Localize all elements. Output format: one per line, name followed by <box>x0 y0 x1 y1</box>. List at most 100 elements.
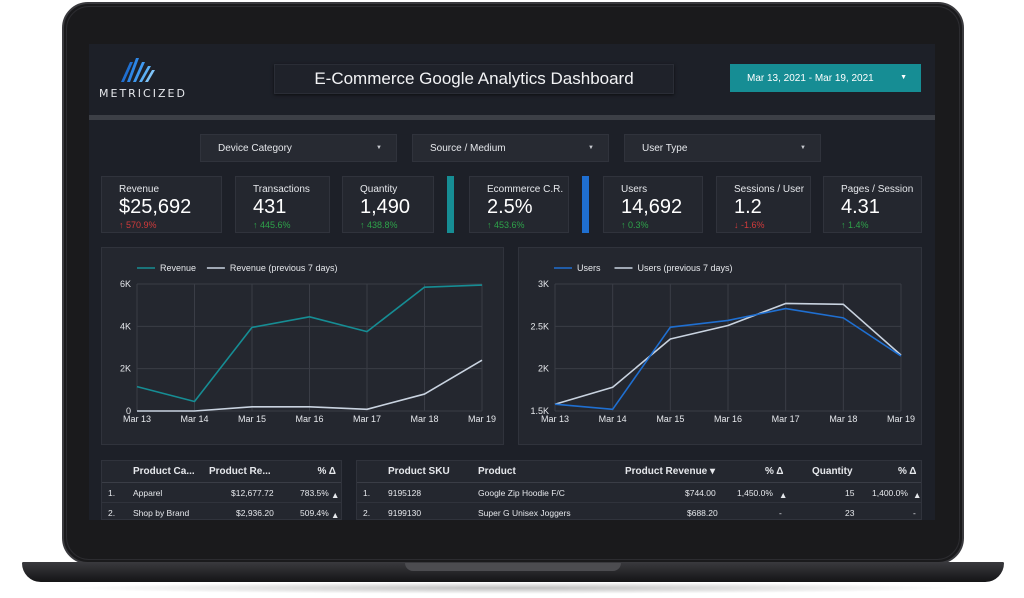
date-range-label: Mar 13, 2021 - Mar 19, 2021 <box>747 72 874 84</box>
caret-down-icon: ▼ <box>900 74 907 81</box>
y-tick-label: 4K <box>120 321 131 331</box>
cell-revenue: $744.00 <box>685 488 716 498</box>
revenue-line-chart: 0 2K 4K 6K Mar 13 Mar 14 Mar 15 Mar 16 Mar 17 Mar… <box>120 263 496 424</box>
column-header[interactable]: Product Re... <box>209 466 271 477</box>
kpi-ecommerce-cr: Ecommerce C.R. 2.5% ↑ 453.6% <box>469 176 569 233</box>
legend-label: Revenue <box>160 263 196 273</box>
series-line <box>554 302 902 405</box>
y-tick-label: 2.5K <box>530 321 549 331</box>
caret-down-icon: ▼ <box>800 145 806 151</box>
accent-bar-blue <box>582 176 589 233</box>
filter-device-category[interactable]: Device Category ▼ <box>200 134 397 162</box>
table-row[interactable]: 2. Shop by Brand $2,936.20 509.4% ▲ <box>102 503 341 519</box>
column-header[interactable]: % Δ <box>317 466 337 477</box>
y-tick-label: 2K <box>120 364 131 374</box>
kpi-quantity: Quantity 1,490 ↑ 438.8% <box>342 176 434 233</box>
users-chart-panel: 1.5K 2K 2.5K 3K Mar 13 Mar 14 Mar 15 Mar 16 Mar … <box>518 247 922 445</box>
kpi-label: Ecommerce C.R. <box>487 184 564 195</box>
cell-pct: 1,450.0% <box>737 488 773 498</box>
x-tick-label: Mar 15 <box>656 414 684 424</box>
cell-category: Shop by Brand <box>133 508 190 518</box>
dashboard-screen: METRICIZED E-Commerce Google Analytics D… <box>89 44 935 520</box>
x-tick-label: Mar 14 <box>599 414 627 424</box>
kpi-value: 2.5% <box>487 196 533 218</box>
filter-label: User Type <box>642 142 688 154</box>
filter-label: Source / Medium <box>430 142 506 154</box>
kpi-label: Quantity <box>360 184 398 195</box>
kpi-label: Users <box>621 184 648 195</box>
table-row[interactable]: 1. Apparel $12,677.72 783.5% ▲ <box>102 483 341 503</box>
kpi-sessions-per-user: Sessions / User 1.2 ↓ -1.6% <box>716 176 811 233</box>
users-line-chart: 1.5K 2K 2.5K 3K Mar 13 Mar 14 Mar 15 Mar 16 Mar … <box>530 263 915 424</box>
column-header[interactable]: % Δ <box>765 466 784 477</box>
product-sku-table: Product SKU Product Product Revenue ▾ % … <box>356 460 922 520</box>
cell-product: Google Zip Hoodie F/C <box>478 488 565 498</box>
column-header[interactable]: Product Ca... <box>133 466 195 477</box>
table-row[interactable]: 2. 9199130 Super G Unisex Joggers $688.2… <box>357 503 921 519</box>
x-tick-label: Mar 13 <box>541 414 569 424</box>
y-tick-label: 3K <box>538 279 549 289</box>
cell-pct: 509.4% <box>300 508 329 518</box>
series-line <box>137 359 483 412</box>
row-index: 2. <box>363 508 371 518</box>
column-header[interactable]: % Δ <box>898 466 917 477</box>
metricized-logo-icon <box>121 58 155 82</box>
kpi-pages-per-session: Pages / Session 4.31 ↑ 1.4% <box>823 176 922 233</box>
kpi-value: 14,692 <box>621 196 683 218</box>
table-header: Product Ca... Product Re... % Δ <box>102 461 341 483</box>
y-tick-label: 2K <box>538 364 549 374</box>
cell-category: Apparel <box>133 488 163 498</box>
table-header: Product SKU Product Product Revenue ▾ % … <box>357 461 921 483</box>
row-index: 1. <box>108 488 116 498</box>
row-index: 2. <box>108 508 116 518</box>
legend-label: Revenue (previous 7 days) <box>230 263 338 273</box>
kpi-delta: ↑ 0.3% <box>621 220 649 230</box>
header-divider <box>89 115 935 120</box>
cell-revenue: $688.20 <box>687 508 718 518</box>
x-tick-label: Mar 19 <box>887 414 915 424</box>
column-header[interactable]: Quantity <box>812 466 853 477</box>
kpi-label: Pages / Session <box>841 184 914 195</box>
series-line <box>554 307 902 411</box>
cell-pct: 783.5% <box>300 488 329 498</box>
laptop-bezel <box>66 6 960 560</box>
x-tick-label: Mar 16 <box>714 414 742 424</box>
legend-label: Users (previous 7 days) <box>638 263 733 273</box>
kpi-label: Sessions / User <box>734 184 805 195</box>
laptop-shadow <box>60 582 964 594</box>
x-tick-label: Mar 18 <box>829 414 857 424</box>
arrow-up-icon: ▲ <box>331 490 340 500</box>
cell-qpct: 1,400.0% <box>872 488 908 498</box>
table-row[interactable]: 1. 9195128 Google Zip Hoodie F/C $744.00… <box>357 483 921 503</box>
date-range-picker[interactable]: Mar 13, 2021 - Mar 19, 2021 ▼ <box>730 64 921 92</box>
filter-source-medium[interactable]: Source / Medium ▼ <box>412 134 609 162</box>
cell-sku: 9195128 <box>388 488 422 498</box>
laptop-base <box>22 562 1004 582</box>
cell-revenue: $12,677.72 <box>231 488 274 498</box>
x-tick-label: Mar 14 <box>180 414 208 424</box>
kpi-label: Revenue <box>119 184 160 195</box>
kpi-delta: ↓ -1.6% <box>734 220 765 230</box>
y-tick-label: 1.5K <box>530 406 549 416</box>
x-tick-label: Mar 19 <box>468 414 496 424</box>
column-header[interactable]: Product Revenue ▾ <box>625 466 716 477</box>
filter-user-type[interactable]: User Type ▼ <box>624 134 821 162</box>
kpi-transactions: Transactions 431 ↑ 445.6% <box>235 176 330 233</box>
logo-text: METRICIZED <box>99 87 187 100</box>
revenue-chart-panel: 0 2K 4K 6K Mar 13 Mar 14 Mar 15 Mar 16 Mar 17 Mar… <box>101 247 504 445</box>
kpi-value: 431 <box>253 196 287 218</box>
kpi-value: 1,490 <box>360 196 411 218</box>
kpi-value: $25,692 <box>119 196 192 218</box>
x-tick-label: Mar 16 <box>295 414 323 424</box>
cell-quantity: 23 <box>845 508 855 518</box>
x-tick-label: Mar 13 <box>123 414 151 424</box>
arrow-up-icon: ▲ <box>779 490 788 500</box>
column-header[interactable]: Product <box>478 466 516 477</box>
column-header[interactable]: Product SKU <box>388 466 450 477</box>
kpi-delta: ↑ 570.9% <box>119 220 157 230</box>
dashboard-title: E-Commerce Google Analytics Dashboard <box>274 64 674 94</box>
kpi-delta: ↑ 445.6% <box>253 220 291 230</box>
x-tick-label: Mar 17 <box>772 414 800 424</box>
product-category-table: Product Ca... Product Re... % Δ 1. Appar… <box>101 460 342 520</box>
legend-label: Users <box>577 263 601 273</box>
